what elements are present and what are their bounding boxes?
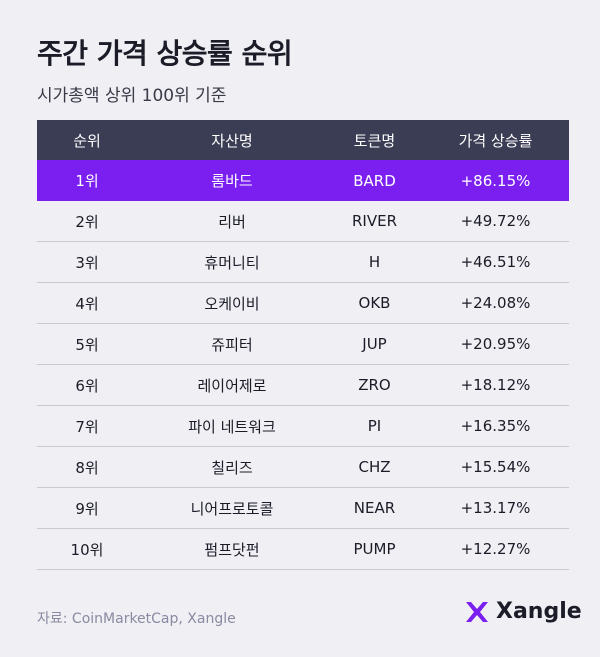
table-row: 8위 칠리즈 CHZ +15.54% [37, 447, 569, 488]
table-cell: 칠리즈 [211, 458, 253, 477]
table-cell: 쥬피터 [211, 335, 253, 354]
source: 자료: CoinMarketCap, Xangle [37, 611, 236, 627]
table-cell: BARD [353, 171, 396, 190]
table-cell: 2위 [75, 212, 99, 231]
table-cell: +13.17% [460, 499, 531, 517]
table-cell: +16.35% [460, 417, 531, 435]
table-row: 10위 펌프닷펀 PUMP +12.27% [37, 529, 569, 570]
logo-text: Xangle [496, 599, 582, 624]
table-cell: 1위 [75, 172, 99, 190]
table-cell: +20.95% [460, 335, 531, 353]
ranking-table: 순위 자산명 토큰명 가격 상승률 1위 롬바드 BARD +86.15% 2위 리버 RIVER +… [37, 120, 569, 570]
logo: Xangle [464, 599, 582, 624]
table-cell: 8위 [75, 458, 99, 477]
table-cell: 레이어제로 [197, 376, 267, 395]
table-cell: ZRO [358, 376, 391, 394]
column-header: 순위 [73, 131, 101, 150]
table-row: 1위 롬바드 BARD +86.15% [37, 160, 569, 201]
table-cell: 펌프닷펀 [204, 540, 260, 559]
header-row: 순위 자산명 토큰명 가격 상승률 [37, 120, 569, 160]
table-cell: JUP [362, 335, 387, 353]
column-header: 가격 상승률 [458, 131, 533, 150]
column-header: 토큰명 [353, 131, 396, 150]
table-row: 3위 휴머니티 H +46.51% [37, 242, 569, 283]
table-cell: +46.51% [460, 253, 531, 271]
title: 주간 가격 상승률 순위 [37, 37, 293, 70]
table-cell: NEAR [353, 499, 396, 517]
table-cell: 오케이비 [204, 294, 260, 313]
table-cell: +49.72% [460, 212, 531, 230]
table-cell: H [368, 253, 381, 271]
table-row: 2위 리버 RIVER +49.72% [37, 201, 569, 242]
table-cell: +12.27% [460, 540, 531, 558]
table-cell: PI [367, 417, 382, 435]
table-cell: RIVER [351, 212, 397, 230]
table-cell: +86.15% [460, 171, 531, 190]
table-cell: 5위 [75, 335, 99, 354]
table-cell: 3위 [75, 253, 99, 272]
table-cell: 니어프로토콜 [190, 499, 274, 518]
table-row: 4위 오케이비 OKB +24.08% [37, 283, 569, 324]
table-cell: 리버 [218, 212, 246, 231]
table-cell: OKB [358, 294, 391, 312]
table-cell: 휴머니티 [204, 253, 260, 272]
table-cell: +24.08% [460, 294, 531, 312]
table-cell: +15.54% [460, 458, 531, 476]
table-cell: CHZ [358, 458, 391, 476]
logo-icon [466, 601, 488, 622]
table-cell: 4위 [75, 294, 99, 313]
table-cell: PUMP [353, 540, 396, 558]
table-row: 9위 니어프로토콜 NEAR +13.17% [37, 488, 569, 529]
table-row: 6위 레이어제로 ZRO +18.12% [37, 365, 569, 406]
column-header: 자산명 [211, 131, 253, 150]
table-row: 7위 파이 네트워크 PI +16.35% [37, 406, 569, 447]
table-cell: 7위 [75, 417, 99, 436]
table-row: 5위 쥬피터 JUP +20.95% [37, 324, 569, 365]
table-cell: 10위 [70, 540, 104, 559]
table-cell: 롬바드 [211, 172, 253, 190]
subtitle: 시가총액 상위 100위 기준 [37, 86, 227, 106]
table-cell: 파이 네트워크 [188, 417, 276, 436]
table-cell: +18.12% [460, 376, 531, 394]
table-cell: 6위 [75, 376, 99, 395]
table-cell: 9위 [75, 499, 99, 518]
